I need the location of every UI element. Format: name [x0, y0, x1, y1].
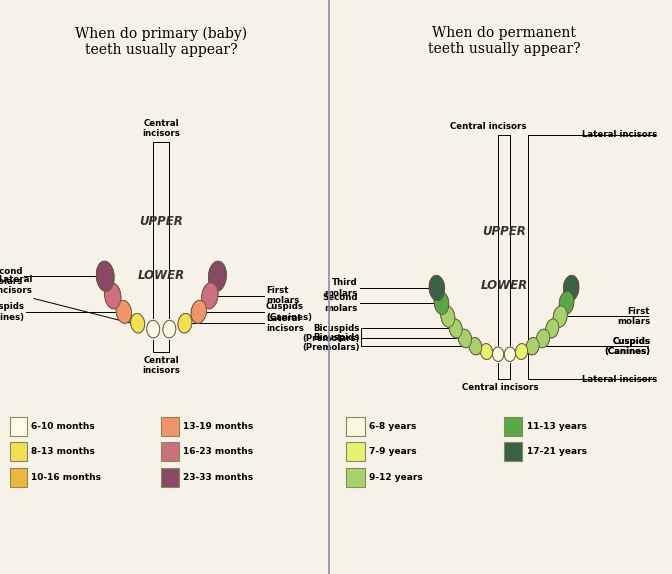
Text: Second
molars: Second molars — [0, 266, 23, 286]
Ellipse shape — [546, 319, 559, 338]
Ellipse shape — [449, 319, 462, 338]
Text: Bicuspids
(Premolars): Bicuspids (Premolars) — [302, 324, 360, 343]
Ellipse shape — [146, 320, 160, 338]
Ellipse shape — [202, 283, 218, 309]
Text: Cuspids
(Canines): Cuspids (Canines) — [604, 336, 650, 356]
Ellipse shape — [146, 320, 160, 338]
Ellipse shape — [493, 347, 503, 362]
Ellipse shape — [536, 329, 550, 348]
Ellipse shape — [515, 344, 528, 359]
Ellipse shape — [553, 306, 567, 327]
Ellipse shape — [480, 344, 493, 359]
Ellipse shape — [208, 261, 226, 292]
Text: 17-21 years: 17-21 years — [526, 447, 587, 456]
Text: 8-13 months: 8-13 months — [32, 447, 95, 456]
Text: Bicuspids
(Premolars): Bicuspids (Premolars) — [302, 333, 360, 352]
Ellipse shape — [105, 283, 121, 309]
Ellipse shape — [130, 313, 144, 333]
Text: 16-23 months: 16-23 months — [183, 447, 253, 456]
Ellipse shape — [553, 306, 567, 327]
Ellipse shape — [116, 300, 132, 323]
Text: LOWER: LOWER — [138, 269, 185, 282]
Text: 6-10 months: 6-10 months — [32, 422, 95, 430]
Text: Third
molars: Third molars — [325, 278, 358, 298]
Ellipse shape — [515, 344, 528, 359]
Ellipse shape — [526, 338, 539, 355]
Ellipse shape — [559, 292, 574, 315]
Text: When do permanent
teeth usually appear?: When do permanent teeth usually appear? — [427, 26, 581, 56]
FancyBboxPatch shape — [504, 443, 523, 461]
FancyBboxPatch shape — [504, 417, 523, 436]
FancyBboxPatch shape — [346, 468, 364, 487]
Text: 6-8 years: 6-8 years — [368, 422, 416, 430]
Text: UPPER: UPPER — [482, 224, 526, 238]
Text: First
molars: First molars — [266, 286, 299, 305]
Ellipse shape — [559, 292, 574, 315]
Text: UPPER: UPPER — [139, 215, 183, 228]
Ellipse shape — [191, 300, 206, 323]
Ellipse shape — [458, 329, 472, 348]
Text: 7-9 years: 7-9 years — [368, 447, 416, 456]
Ellipse shape — [208, 261, 226, 292]
Ellipse shape — [469, 338, 482, 355]
Ellipse shape — [449, 319, 462, 338]
Ellipse shape — [563, 276, 579, 301]
FancyBboxPatch shape — [346, 443, 364, 461]
Text: Lateral incisors: Lateral incisors — [582, 130, 657, 139]
Ellipse shape — [178, 313, 192, 333]
Ellipse shape — [163, 320, 176, 338]
Ellipse shape — [105, 283, 121, 309]
Ellipse shape — [96, 261, 114, 292]
FancyBboxPatch shape — [9, 443, 28, 461]
Ellipse shape — [434, 292, 449, 315]
Text: 10-16 months: 10-16 months — [32, 473, 101, 482]
Text: LOWER: LOWER — [480, 279, 528, 292]
Ellipse shape — [526, 338, 539, 355]
Ellipse shape — [480, 344, 493, 359]
Ellipse shape — [563, 276, 579, 301]
Ellipse shape — [505, 347, 515, 362]
Ellipse shape — [546, 319, 559, 338]
Text: Lateral incisors: Lateral incisors — [582, 375, 657, 384]
Text: Cuspids
(Canines): Cuspids (Canines) — [604, 336, 650, 356]
Text: 11-13 years: 11-13 years — [526, 422, 587, 430]
Text: Lateral
incisors: Lateral incisors — [0, 275, 32, 294]
Text: Lateral
incisors: Lateral incisors — [266, 313, 304, 333]
Ellipse shape — [505, 347, 515, 362]
FancyBboxPatch shape — [346, 417, 364, 436]
Ellipse shape — [202, 283, 218, 309]
Ellipse shape — [536, 329, 550, 348]
Text: Central incisors: Central incisors — [450, 122, 526, 131]
Text: Central
incisors: Central incisors — [142, 356, 180, 375]
Ellipse shape — [96, 261, 114, 292]
Text: When do primary (baby)
teeth usually appear?: When do primary (baby) teeth usually app… — [75, 26, 247, 57]
Ellipse shape — [493, 347, 503, 362]
Ellipse shape — [441, 306, 455, 327]
Ellipse shape — [458, 329, 472, 348]
Ellipse shape — [429, 276, 445, 301]
Ellipse shape — [434, 292, 449, 315]
Ellipse shape — [191, 300, 206, 323]
Text: 13-19 months: 13-19 months — [183, 422, 253, 430]
Ellipse shape — [178, 313, 192, 333]
Ellipse shape — [116, 300, 132, 323]
FancyBboxPatch shape — [161, 443, 179, 461]
Text: 9-12 years: 9-12 years — [368, 473, 422, 482]
Ellipse shape — [441, 306, 455, 327]
Text: First
molars: First molars — [617, 307, 650, 326]
Text: Central
incisors: Central incisors — [142, 119, 180, 138]
FancyBboxPatch shape — [9, 417, 28, 436]
FancyBboxPatch shape — [9, 468, 28, 487]
Text: Cuspids
(Canines): Cuspids (Canines) — [266, 302, 312, 321]
Text: Second
molars: Second molars — [323, 293, 358, 313]
Text: Cuspids
(Canines): Cuspids (Canines) — [0, 302, 24, 321]
Text: 23-33 months: 23-33 months — [183, 473, 253, 482]
FancyBboxPatch shape — [161, 417, 179, 436]
FancyBboxPatch shape — [161, 468, 179, 487]
Ellipse shape — [469, 338, 482, 355]
Text: Central incisors: Central incisors — [462, 383, 538, 392]
Ellipse shape — [163, 320, 176, 338]
Ellipse shape — [130, 313, 144, 333]
Ellipse shape — [429, 276, 445, 301]
